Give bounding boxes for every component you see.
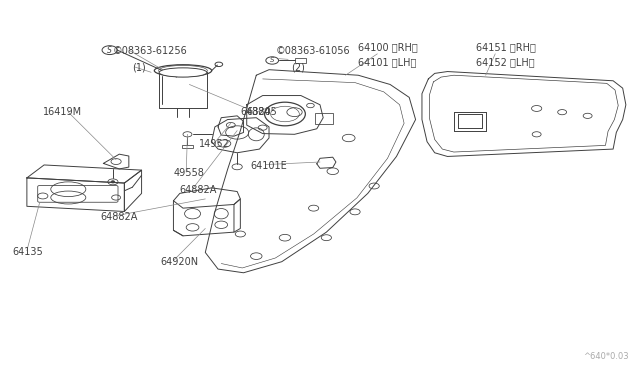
Text: ^640*0.03: ^640*0.03 [584, 352, 629, 361]
Text: 64882A: 64882A [100, 212, 138, 222]
Text: ©08363-61256: ©08363-61256 [113, 46, 188, 56]
Text: (2): (2) [291, 63, 305, 73]
Text: S: S [108, 46, 112, 55]
Ellipse shape [159, 68, 207, 77]
Text: (1): (1) [132, 63, 146, 73]
Text: S: S [270, 57, 275, 64]
Circle shape [111, 181, 115, 183]
Text: 64152 〈LH〉: 64152 〈LH〉 [476, 57, 535, 67]
Text: 63845: 63845 [246, 107, 278, 117]
Text: 64101E: 64101E [250, 161, 287, 171]
Text: 64820: 64820 [241, 107, 271, 117]
Text: ©08363-61056: ©08363-61056 [275, 46, 350, 56]
Text: 64135: 64135 [13, 247, 44, 257]
Text: 64920N: 64920N [161, 257, 199, 267]
Text: 64882A: 64882A [180, 185, 217, 195]
Text: 64101 〈LH〉: 64101 〈LH〉 [358, 57, 417, 67]
Text: 49558: 49558 [173, 168, 204, 178]
Text: 14952: 14952 [199, 138, 230, 148]
Text: 16419M: 16419M [43, 107, 82, 117]
Text: 64151 〈RH〉: 64151 〈RH〉 [476, 42, 536, 52]
Text: 64100 〈RH〉: 64100 〈RH〉 [358, 42, 418, 52]
